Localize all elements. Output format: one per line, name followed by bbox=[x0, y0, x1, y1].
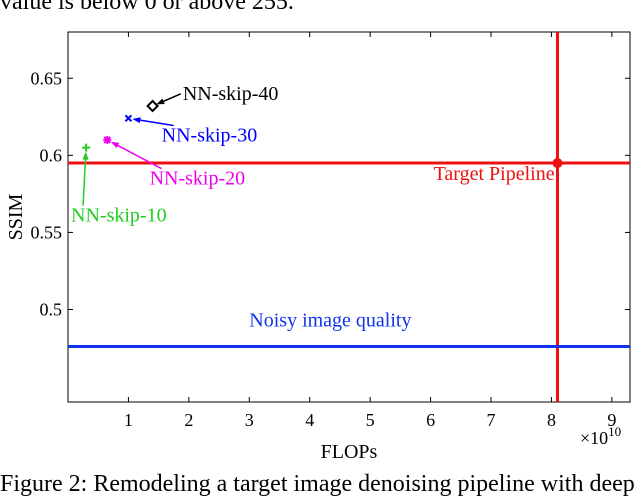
x-multiplier-label: ×1010 bbox=[580, 424, 621, 448]
data-point-plus bbox=[82, 143, 91, 152]
x-tick-label: 8 bbox=[547, 410, 556, 430]
annotation-arrowhead bbox=[110, 141, 120, 149]
annotation-arrow bbox=[112, 142, 162, 170]
y-tick-label: 0.65 bbox=[31, 68, 63, 88]
data-point-label: NN-skip-30 bbox=[162, 124, 258, 146]
reference-line-label: Noisy image quality bbox=[249, 309, 411, 331]
annotation-arrow bbox=[134, 118, 174, 127]
x-tick-label: 1 bbox=[124, 410, 133, 430]
reference-intersection-point bbox=[552, 158, 563, 169]
y-tick-label: 0.5 bbox=[40, 300, 63, 320]
data-points bbox=[82, 99, 160, 152]
data-point-diamond bbox=[146, 99, 160, 113]
x-tick-label: 2 bbox=[184, 410, 193, 430]
annotations: Target Pipeline Noisy image quality NN-ski… bbox=[71, 83, 555, 332]
data-point-star bbox=[103, 135, 112, 144]
x-tick-label: 9 bbox=[607, 410, 616, 430]
reference-line-label: Target Pipeline bbox=[434, 163, 555, 185]
annotation-arrow bbox=[82, 153, 87, 206]
data-point-label: NN-skip-20 bbox=[150, 168, 246, 190]
x-axis-label: FLOPs bbox=[321, 441, 378, 463]
y-tick-label: 0.6 bbox=[40, 145, 63, 165]
x-tick-label: 5 bbox=[366, 410, 375, 430]
x-tick-label: 7 bbox=[487, 410, 496, 430]
x-tick-label: 6 bbox=[426, 410, 435, 430]
figure-caption: Figure 2: Remodeling a target image deno… bbox=[0, 471, 635, 497]
x-tick-label: 4 bbox=[305, 410, 314, 430]
plot-area bbox=[67, 31, 631, 403]
y-axis-label: SSIM bbox=[5, 193, 27, 240]
data-point-label: NN-skip-40 bbox=[183, 83, 279, 105]
axis-ticks: 1 2 3 4 5 6 7 8 9 0.5 0.55 0.6 0.65 bbox=[31, 32, 630, 430]
annotation-arrowhead bbox=[156, 98, 165, 105]
body-text-fragment: value is below 0 or above 255. bbox=[0, 0, 294, 15]
data-point-label: NN-skip-10 bbox=[71, 205, 167, 227]
annotation-arrowhead bbox=[132, 117, 141, 124]
data-point-cross bbox=[124, 114, 133, 123]
x-tick-label: 3 bbox=[245, 410, 254, 430]
annotation-arrowhead bbox=[82, 151, 89, 160]
reference-lines bbox=[68, 32, 630, 402]
ssim-vs-flops-chart: 1 2 3 4 5 6 7 8 9 0.5 0.55 0.6 0.65 Target Pipeline N… bbox=[5, 31, 631, 463]
y-tick-label: 0.55 bbox=[31, 222, 63, 242]
